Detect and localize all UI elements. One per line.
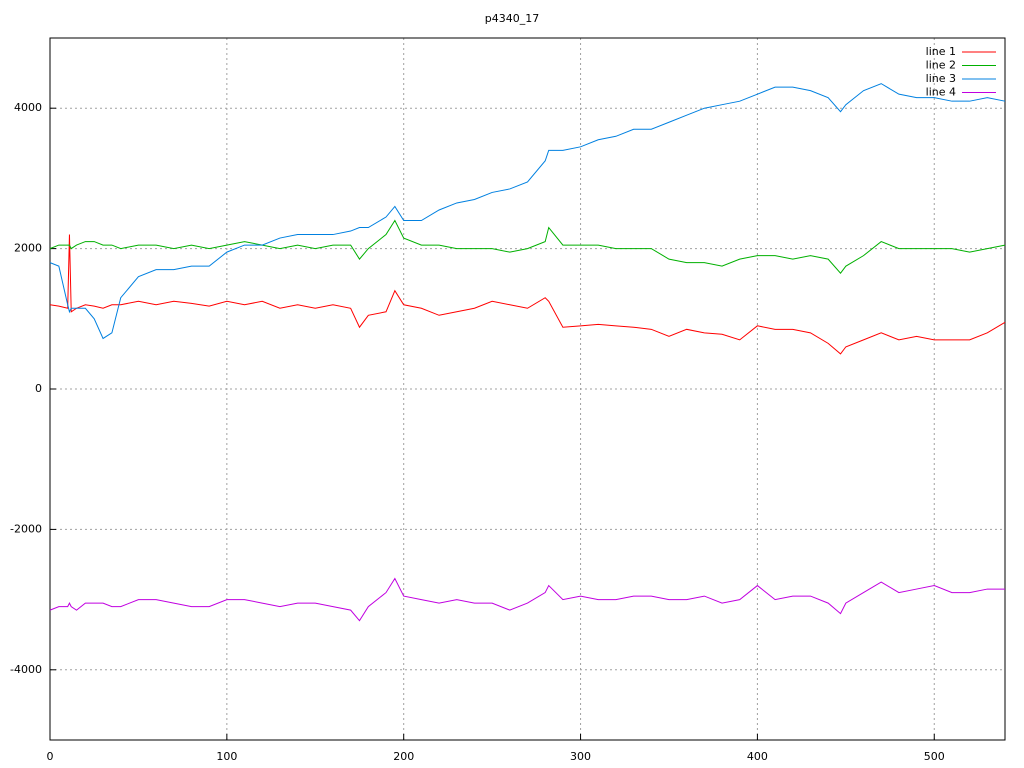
legend-label: line 4 bbox=[926, 86, 956, 99]
legend-label: line 3 bbox=[926, 72, 956, 85]
data-line bbox=[49, 234, 1006, 355]
plot-border bbox=[49, 37, 1006, 741]
x-tick-label: 0 bbox=[47, 750, 54, 763]
y-tick-label: -2000 bbox=[10, 522, 42, 535]
y-tick-label: 2000 bbox=[14, 242, 42, 255]
x-tick-label: 300 bbox=[570, 750, 591, 763]
legend-label: line 2 bbox=[926, 59, 956, 72]
y-tick-label: 0 bbox=[35, 382, 42, 395]
x-tick-label: 400 bbox=[747, 750, 768, 763]
data-line bbox=[49, 83, 1006, 340]
y-tick-label: 4000 bbox=[14, 101, 42, 114]
x-tick-label: 200 bbox=[393, 750, 414, 763]
x-tick-label: 100 bbox=[216, 750, 237, 763]
data-line bbox=[49, 577, 1005, 622]
chart-title: p4340_17 bbox=[485, 12, 539, 25]
legend-label: line 1 bbox=[926, 45, 956, 58]
x-tick-label: 500 bbox=[924, 750, 945, 763]
data-line bbox=[49, 219, 1006, 274]
y-tick-label: -4000 bbox=[10, 663, 42, 676]
